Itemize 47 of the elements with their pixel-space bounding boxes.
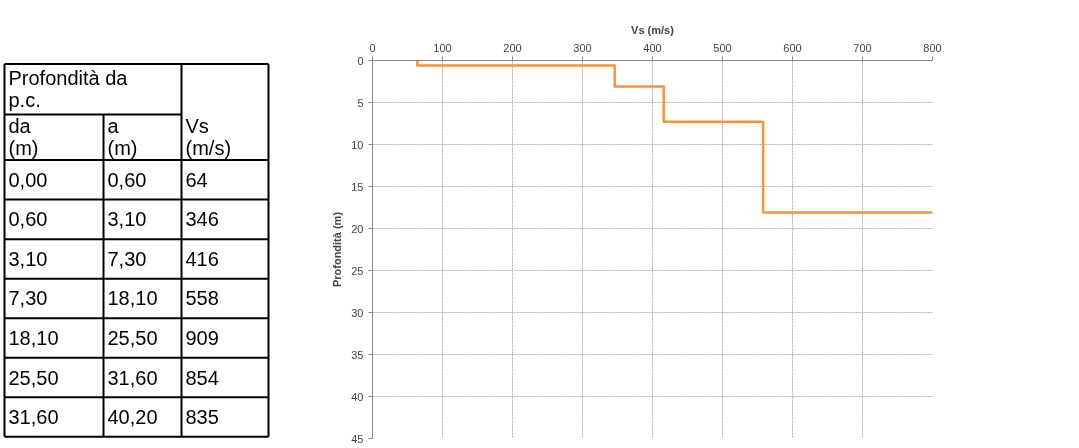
text: 346 [185,208,219,231]
x-tick-label: 200 [503,41,522,54]
text: 0,60 [107,168,147,191]
text: Vs (m/s) [631,23,675,36]
text: 18,10 [8,326,59,349]
text: a (m) [107,115,138,160]
text: 31,60 [107,366,158,389]
y-axis-title: Profondità (m) [331,211,344,288]
text: 0,00 [8,168,48,191]
text: 854 [185,366,219,389]
text: 64 [185,168,208,191]
text: 835 [185,406,219,429]
text: 3,10 [107,208,147,231]
text: 0,60 [8,208,48,231]
text: 7,30 [107,247,147,270]
x-axis-title: Vs (m/s) [185,115,232,160]
text: 25,50 [8,366,59,389]
y-tick-label: 30 [351,306,364,319]
x-tick-label: 500 [713,41,732,54]
x-tick-label: 400 [643,41,662,54]
text: 3,10 [8,247,48,270]
x-tick-label: 300 [573,41,592,54]
x-tick-label: 0 [369,41,376,54]
y-tick-label: 5 [357,96,364,109]
line-series [416,60,933,214]
text: 31,60 [8,406,59,429]
y-tick-label: 35 [351,348,364,361]
y-tick-label: 45 [351,432,364,445]
y-tick-label: 20 [351,222,364,235]
x-tick-label: 800 [923,41,942,54]
text: 416 [185,247,219,270]
text: 25,50 [107,326,158,349]
y-tick-label: 10 [351,138,364,151]
x-tick-label: 600 [783,41,802,54]
text: da (m) [8,115,39,160]
text: 18,10 [107,287,158,310]
text: 558 [185,287,219,310]
x-tick-label: 100 [433,41,452,54]
y-tick-label: 15 [351,180,364,193]
y-tick-label: 25 [351,264,364,277]
text: 40,20 [107,406,158,429]
y-tick-label: 0 [357,54,364,67]
text: 7,30 [8,287,48,310]
text: Profondità da p.c. [8,67,129,112]
text: 909 [185,326,219,349]
y-tick-label: 40 [351,390,364,403]
x-tick-label: 700 [853,41,872,54]
